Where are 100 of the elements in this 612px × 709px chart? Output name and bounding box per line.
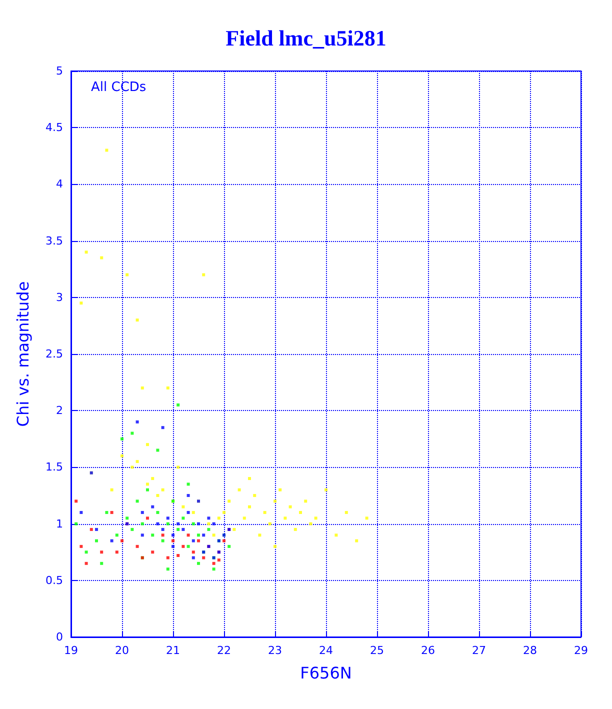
- point: [288, 505, 292, 508]
- chart-title: Field lmc_u5i281: [226, 26, 386, 50]
- point: [151, 534, 154, 537]
- point: [115, 534, 118, 537]
- point: [176, 522, 180, 526]
- point: [100, 256, 104, 260]
- point: [166, 568, 170, 571]
- point: [146, 443, 149, 446]
- point: [228, 544, 231, 548]
- point: [176, 466, 180, 469]
- point: [151, 550, 154, 554]
- point: [136, 460, 139, 464]
- x-tick-label: 21: [166, 644, 180, 657]
- point: [110, 510, 114, 514]
- point: [126, 273, 129, 276]
- point: [212, 568, 216, 571]
- point: [192, 550, 195, 554]
- point: [161, 426, 164, 430]
- point: [248, 477, 251, 480]
- y-tick-label: 2: [56, 404, 63, 418]
- point: [202, 273, 206, 276]
- point: [156, 448, 160, 452]
- annotation: All CCDs: [91, 80, 146, 95]
- point: [192, 556, 195, 560]
- y-tick-label: 1: [56, 517, 63, 530]
- point: [120, 454, 124, 458]
- point: [182, 505, 185, 508]
- point: [192, 539, 195, 542]
- point: [186, 534, 190, 537]
- point: [197, 562, 200, 565]
- point: [248, 505, 251, 508]
- point: [176, 554, 180, 557]
- point: [197, 539, 200, 542]
- point: [232, 528, 236, 531]
- point: [207, 528, 210, 531]
- point: [284, 516, 287, 520]
- point: [166, 522, 170, 526]
- point: [84, 562, 88, 565]
- x-tick-label: 25: [370, 644, 384, 657]
- point: [217, 516, 220, 520]
- point: [182, 528, 185, 531]
- point: [207, 516, 210, 520]
- point: [182, 516, 185, 520]
- point: [166, 556, 170, 560]
- y-axis-title: Chi vs. magnitude: [14, 281, 32, 427]
- point: [314, 516, 318, 520]
- point: [344, 510, 348, 514]
- point: [100, 550, 104, 554]
- point: [176, 528, 180, 531]
- point: [238, 488, 241, 492]
- point: [278, 488, 282, 492]
- point: [74, 500, 78, 503]
- point: [140, 386, 144, 390]
- point: [186, 544, 190, 548]
- y-tick-label: 2.5: [46, 348, 63, 360]
- point: [110, 539, 114, 542]
- point: [161, 534, 164, 537]
- point: [222, 510, 226, 514]
- point: [186, 494, 190, 497]
- point: [202, 556, 206, 560]
- point: [186, 482, 190, 486]
- x-tick-label: 23: [268, 644, 282, 657]
- point: [365, 516, 368, 520]
- point: [161, 488, 164, 492]
- x-tick-label: 20: [115, 644, 129, 657]
- point: [161, 528, 164, 531]
- point: [212, 522, 216, 526]
- point: [80, 510, 83, 514]
- point: [146, 488, 149, 492]
- point: [120, 539, 124, 542]
- point: [120, 437, 124, 440]
- x-axis-title: F656N: [300, 664, 352, 682]
- y-tick-label: 4.5: [46, 121, 63, 134]
- point: [197, 522, 200, 526]
- point: [355, 539, 358, 542]
- point: [80, 302, 83, 305]
- point: [84, 250, 88, 254]
- point: [130, 528, 134, 531]
- point: [151, 477, 154, 480]
- point: [263, 510, 266, 514]
- point: [105, 148, 108, 152]
- point: [80, 544, 83, 548]
- point: [176, 403, 180, 406]
- point: [192, 522, 195, 526]
- x-tick-label: 22: [217, 644, 231, 657]
- point: [212, 562, 216, 565]
- y-tick-label: 0.5: [46, 574, 63, 587]
- y-tick-label: 0: [56, 630, 63, 644]
- point: [274, 500, 276, 503]
- point: [156, 510, 160, 514]
- point: [110, 488, 114, 492]
- point: [95, 539, 98, 542]
- y-tick-label: 5: [56, 64, 63, 78]
- point: [309, 522, 312, 526]
- point: [140, 510, 144, 514]
- y-tick-label: 3.5: [46, 234, 63, 248]
- point: [156, 522, 160, 526]
- point: [212, 534, 216, 537]
- point: [146, 516, 149, 520]
- point: [197, 534, 200, 537]
